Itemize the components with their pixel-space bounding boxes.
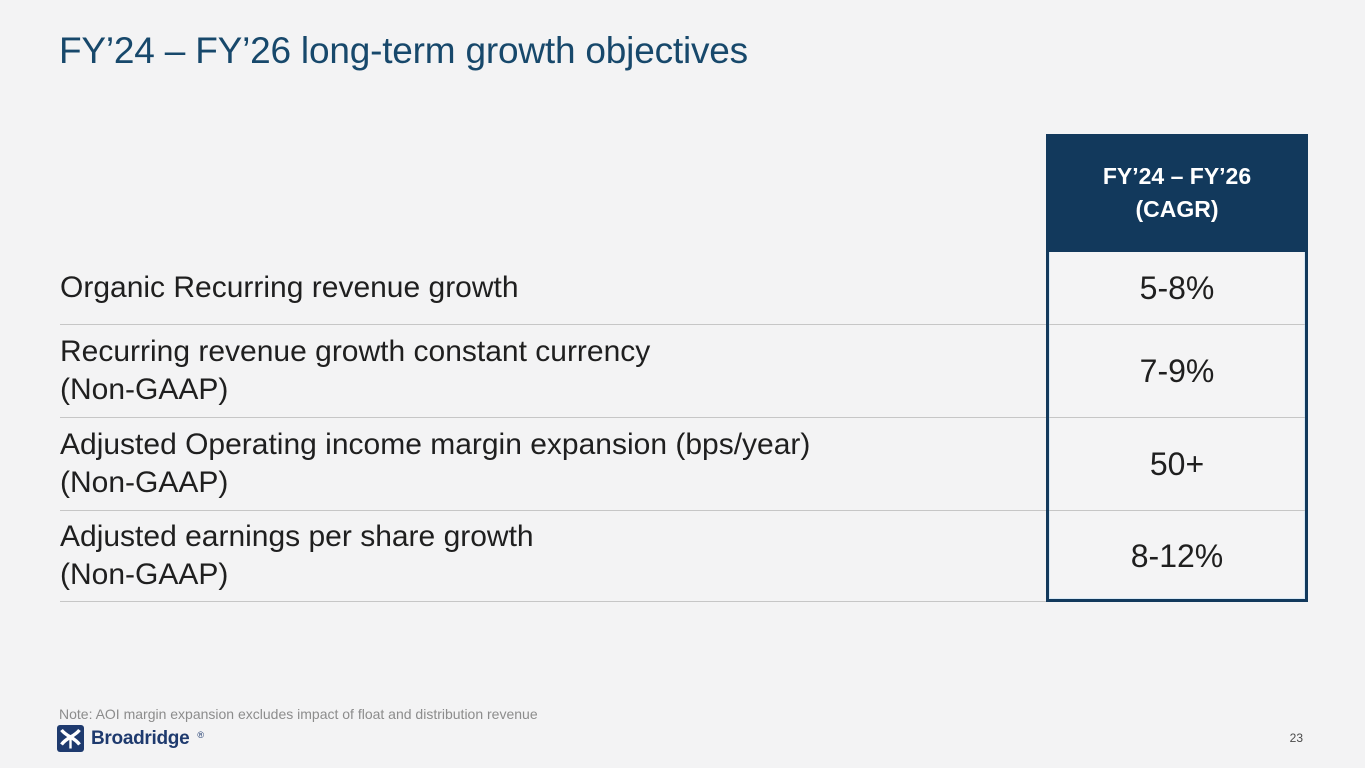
- growth-objectives-table: FY’24 – FY’26 (CAGR) Organic Recurring r…: [60, 134, 1308, 602]
- page-number: 23: [1289, 731, 1303, 745]
- table-row-value-organic-recurring: 5-8%: [1049, 252, 1305, 325]
- broadridge-logo-icon: [57, 725, 84, 752]
- table-row-value-recurring-constant-currency: 7-9%: [1049, 325, 1305, 418]
- footnote: Note: AOI margin expansion excludes impa…: [59, 706, 538, 722]
- table-row-value-aoi-margin-expansion: 50+: [1049, 418, 1305, 511]
- broadridge-logo: Broadridge ®: [57, 725, 204, 752]
- table-row-value-adjusted-eps-growth: 8-12%: [1130, 538, 1224, 574]
- trademark-icon: ®: [197, 730, 204, 740]
- table-row-label-recurring-constant-currency: Recurring revenue growth constant curren…: [60, 325, 1046, 418]
- table-row-label-organic-recurring: Organic Recurring revenue growth: [60, 252, 1046, 325]
- slide-title: FY’24 – FY’26 long-term growth objective…: [59, 30, 748, 71]
- table-row-label-adjusted-eps-growth: Adjusted earnings per share growth (Non-…: [60, 511, 1046, 602]
- broadridge-logo-text: Broadridge: [91, 728, 190, 749]
- table-row-label-aoi-margin-expansion: Adjusted Operating income margin expansi…: [60, 418, 1046, 511]
- table-column-header: FY’24 – FY’26 (CAGR): [1046, 134, 1308, 252]
